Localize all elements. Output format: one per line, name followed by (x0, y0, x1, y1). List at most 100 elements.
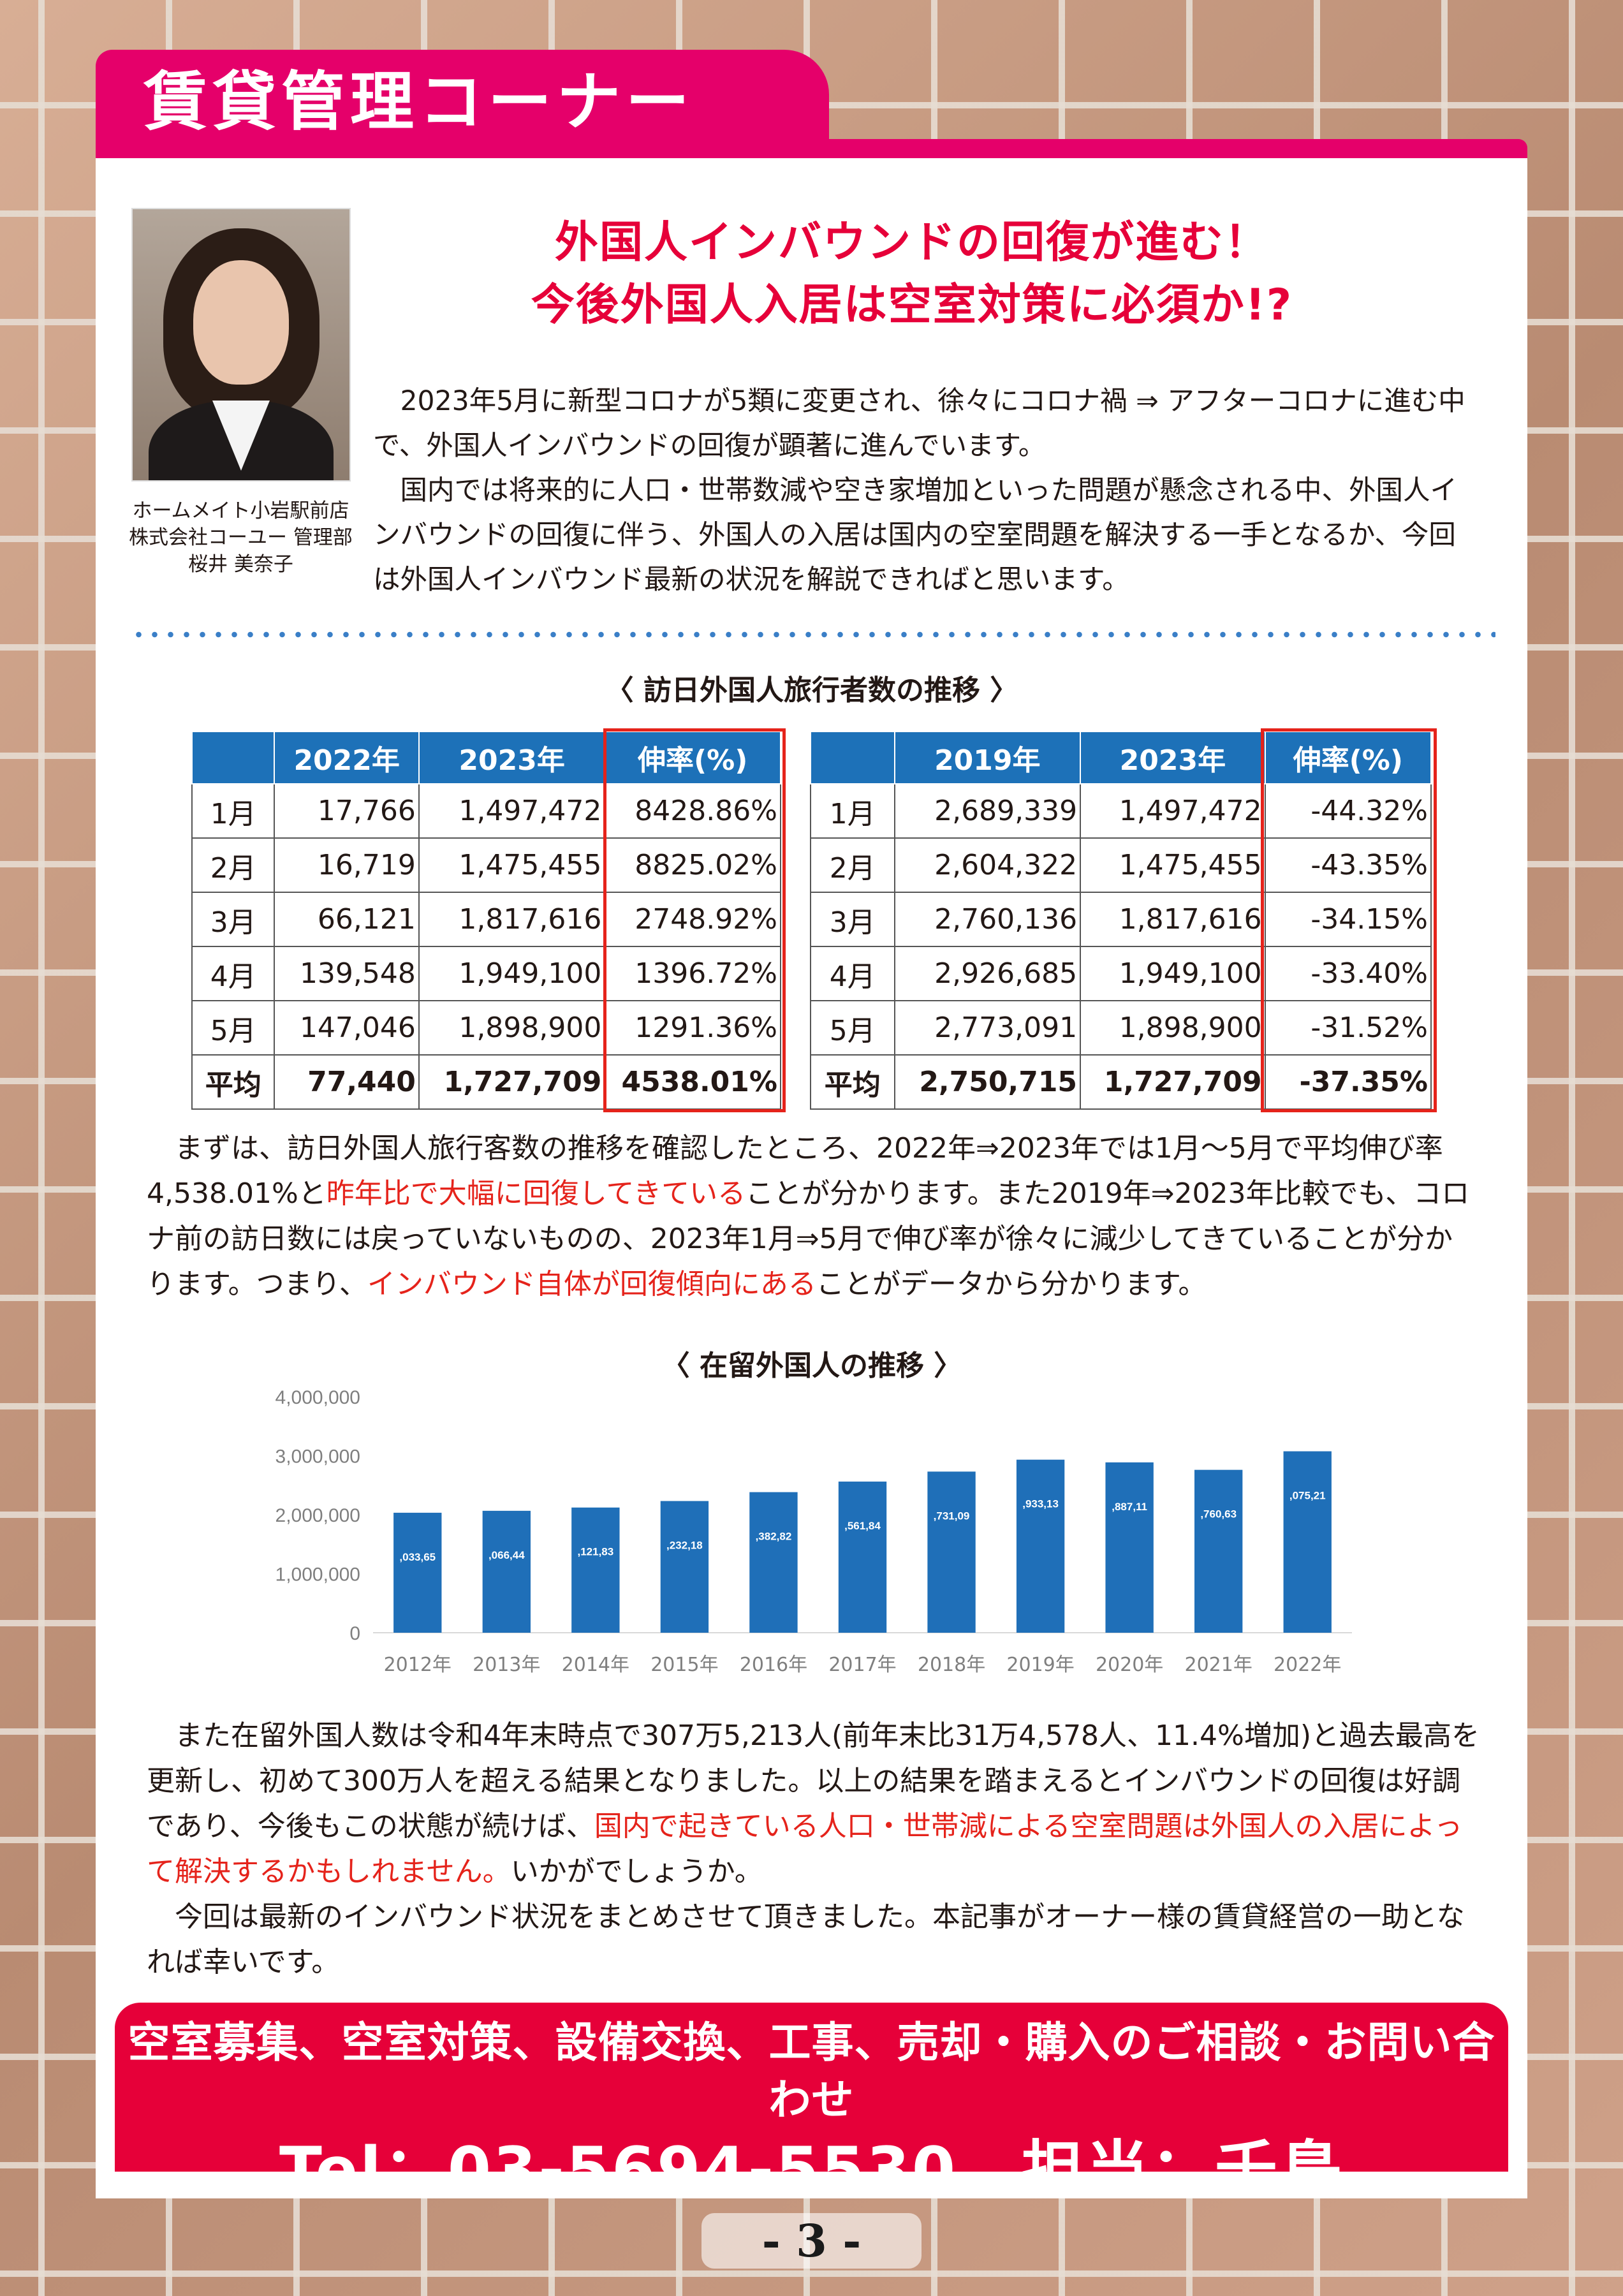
table-cell: 1,475,455 (418, 837, 606, 893)
author-caption: ホームメイト小岩駅前店 株式会社コーユー 管理部 桜井 美奈子 (115, 497, 367, 578)
x-tick-label: 2022年 (1274, 1654, 1341, 1676)
table-cell: 1,898,900 (418, 1000, 606, 1056)
bar-2022年 (1283, 1451, 1332, 1633)
column-header: 伸率(%) (1264, 731, 1432, 784)
row-label: 1月 (191, 783, 275, 839)
table-cell: 2,760,136 (893, 892, 1082, 947)
bar-2015年 (660, 1501, 709, 1633)
dotted-divider (131, 631, 1495, 638)
article-headline: 外国人インバウンドの回復が進む！ 今後外国人入居は空室対策に必須か!? (395, 212, 1428, 337)
table-row: 5月 2,773,091 1,898,900 -31.52% (810, 1000, 1432, 1056)
table-row: 2月 2,604,322 1,475,455 -43.35% (810, 837, 1432, 893)
bar-2019年 (1016, 1459, 1065, 1633)
table-header-row: 2019年 2023年 伸率(%) (810, 731, 1432, 784)
column-header: 2023年 (418, 731, 606, 784)
column-header: 2019年 (893, 731, 1082, 784)
table-cell: 1,727,709 (1080, 1054, 1266, 1110)
table-row: 1月 17,766 1,497,472 8428.86% (191, 783, 781, 839)
contact-phone[interactable]: Tel：03-5694-5530 担当：千島 (279, 2134, 1344, 2207)
residents-bar-chart: 4,000,000 3,000,000 2,000,000 1,000,000 0 ,03… (236, 1378, 1371, 1690)
bar-2016年 (749, 1492, 798, 1633)
table-cell: 139,548 (274, 946, 420, 1001)
column-header: 2023年 (1080, 731, 1266, 784)
table-cell: 2,926,685 (893, 946, 1082, 1001)
row-label: 3月 (810, 892, 895, 947)
table-cell: 147,046 (274, 1000, 420, 1056)
table-row: 3月 2,760,136 1,817,616 -34.15% (810, 892, 1432, 947)
row-label: 4月 (810, 946, 895, 1001)
table-header-row: 2022年 2023年 伸率(%) (191, 731, 781, 784)
data-label: ,075,21 (1289, 1490, 1326, 1502)
data-label: ,232,18 (666, 1540, 703, 1552)
author-photo (131, 208, 351, 482)
table-cell: 1,817,616 (418, 892, 606, 947)
x-tick-label: 2019年 (1006, 1654, 1074, 1676)
table-row: 5月 147,046 1,898,900 1291.36% (191, 1000, 781, 1056)
data-label: ,933,13 (1022, 1498, 1059, 1510)
table-cell: 2748.92% (604, 892, 781, 947)
row-label: 4月 (191, 946, 275, 1001)
table-cell: 1291.36% (604, 1000, 781, 1056)
intro-paragraph-1: 2023年5月に新型コロナが5類に変更され、徐々にコロナ禍 ⇒ アフターコロナに… (373, 386, 1465, 462)
y-tick-label: 4,000,000 (275, 1387, 360, 1408)
data-label: ,382,82 (756, 1531, 792, 1543)
bar-2018年 (927, 1471, 976, 1633)
page-number: - 3 - (701, 2213, 922, 2269)
row-label: 5月 (810, 1000, 895, 1056)
table-cell: -34.15% (1264, 892, 1432, 947)
table-cell: 8825.02% (604, 837, 781, 893)
table-cell: 77,440 (274, 1054, 420, 1110)
x-tick-label: 2013年 (473, 1654, 540, 1676)
residents-section-title: 〈 在留外国人の推移 〉 (661, 1350, 962, 1382)
x-tick-label: 2016年 (740, 1654, 807, 1676)
table-cell: 1396.72% (604, 946, 781, 1001)
row-label: 5月 (191, 1000, 275, 1056)
author-department: 株式会社コーユー 管理部 (129, 526, 353, 549)
bar-2020年 (1105, 1462, 1154, 1633)
contact-services: 空室募集、空室対策、設備交換、工事、売却・購入のご相談・お問い合わせ (128, 2018, 1495, 2124)
table-cell: 1,817,616 (1080, 892, 1266, 947)
row-label: 2月 (191, 837, 275, 893)
residents-analysis-text: また在留外国人数は令和4年末時点で307万5,213人(前年末比31万4,578… (147, 1713, 1480, 1985)
table-cell: -31.52% (1264, 1000, 1432, 1056)
closing-paragraph: 今回は最新のインバウンド状況をまとめさせて頂きました。本記事がオーナー様の賃貸経… (147, 1901, 1465, 1978)
bar-2021年 (1194, 1469, 1243, 1633)
page-title: 賃貸管理コーナー (143, 64, 694, 139)
visitors-section-title: 〈 訪日外国人旅行者数の推移 〉 (605, 674, 1018, 707)
highlight-recovery: 昨年比で大幅に回復してきている (326, 1177, 746, 1210)
visitors-table-2019-2023: 2019年 2023年 伸率(%) 1月 2,689,339 1,497,472 -44.3… (810, 731, 1432, 1110)
chart-svg: 4,000,000 3,000,000 2,000,000 1,000,000 0 ,03… (275, 1387, 1352, 1676)
y-tick-label: 0 (349, 1623, 360, 1644)
table-cell: 16,719 (274, 837, 420, 893)
y-tick-label: 2,000,000 (275, 1505, 360, 1526)
bar-2013年 (482, 1510, 531, 1633)
table-cell: 2,689,339 (893, 783, 1082, 839)
table-row: 1月 2,689,339 1,497,472 -44.32% (810, 783, 1432, 839)
column-header: 伸率(%) (604, 731, 781, 784)
data-label: ,887,11 (1112, 1501, 1147, 1513)
table-cell: 1,497,472 (1080, 783, 1266, 839)
y-tick-label: 3,000,000 (275, 1446, 360, 1468)
table-cell: -44.32% (1264, 783, 1432, 839)
table-cell: 1,497,472 (418, 783, 606, 839)
bar-2017年 (838, 1482, 887, 1633)
column-header: 2022年 (274, 731, 420, 784)
data-label: ,066,44 (488, 1549, 525, 1561)
bar-2014年 (571, 1507, 620, 1633)
table-row: 平均 2,750,715 1,727,709 -37.35% (810, 1054, 1432, 1110)
row-label: 平均 (191, 1054, 275, 1110)
table-cell: 8428.86% (604, 783, 781, 839)
table-cell: 2,750,715 (893, 1054, 1082, 1110)
author-store: ホームメイト小岩駅前店 (132, 499, 349, 522)
bar-2012年 (393, 1512, 442, 1633)
row-label: 2月 (810, 837, 895, 893)
data-label: ,760,63 (1200, 1508, 1237, 1520)
x-tick-label: 2018年 (918, 1654, 985, 1676)
highlight-vacancy-solution: 国内で起きている人口・世帯減による空室問題は外国人の入居によって解決するかもしれ… (147, 1810, 1463, 1888)
visitors-table-2022-2023: 2022年 2023年 伸率(%) 1月 17,766 1,497,472 8428.86%… (191, 731, 781, 1110)
table-cell: 66,121 (274, 892, 420, 947)
headline-line1: 外国人インバウンドの回復が進む！ (554, 217, 1269, 268)
intro-text: 2023年5月に新型コロナが5類に変更され、徐々にコロナ禍 ⇒ アフターコロナに… (373, 379, 1473, 603)
row-label: 3月 (191, 892, 275, 947)
table-cell: 1,949,100 (418, 946, 606, 1001)
